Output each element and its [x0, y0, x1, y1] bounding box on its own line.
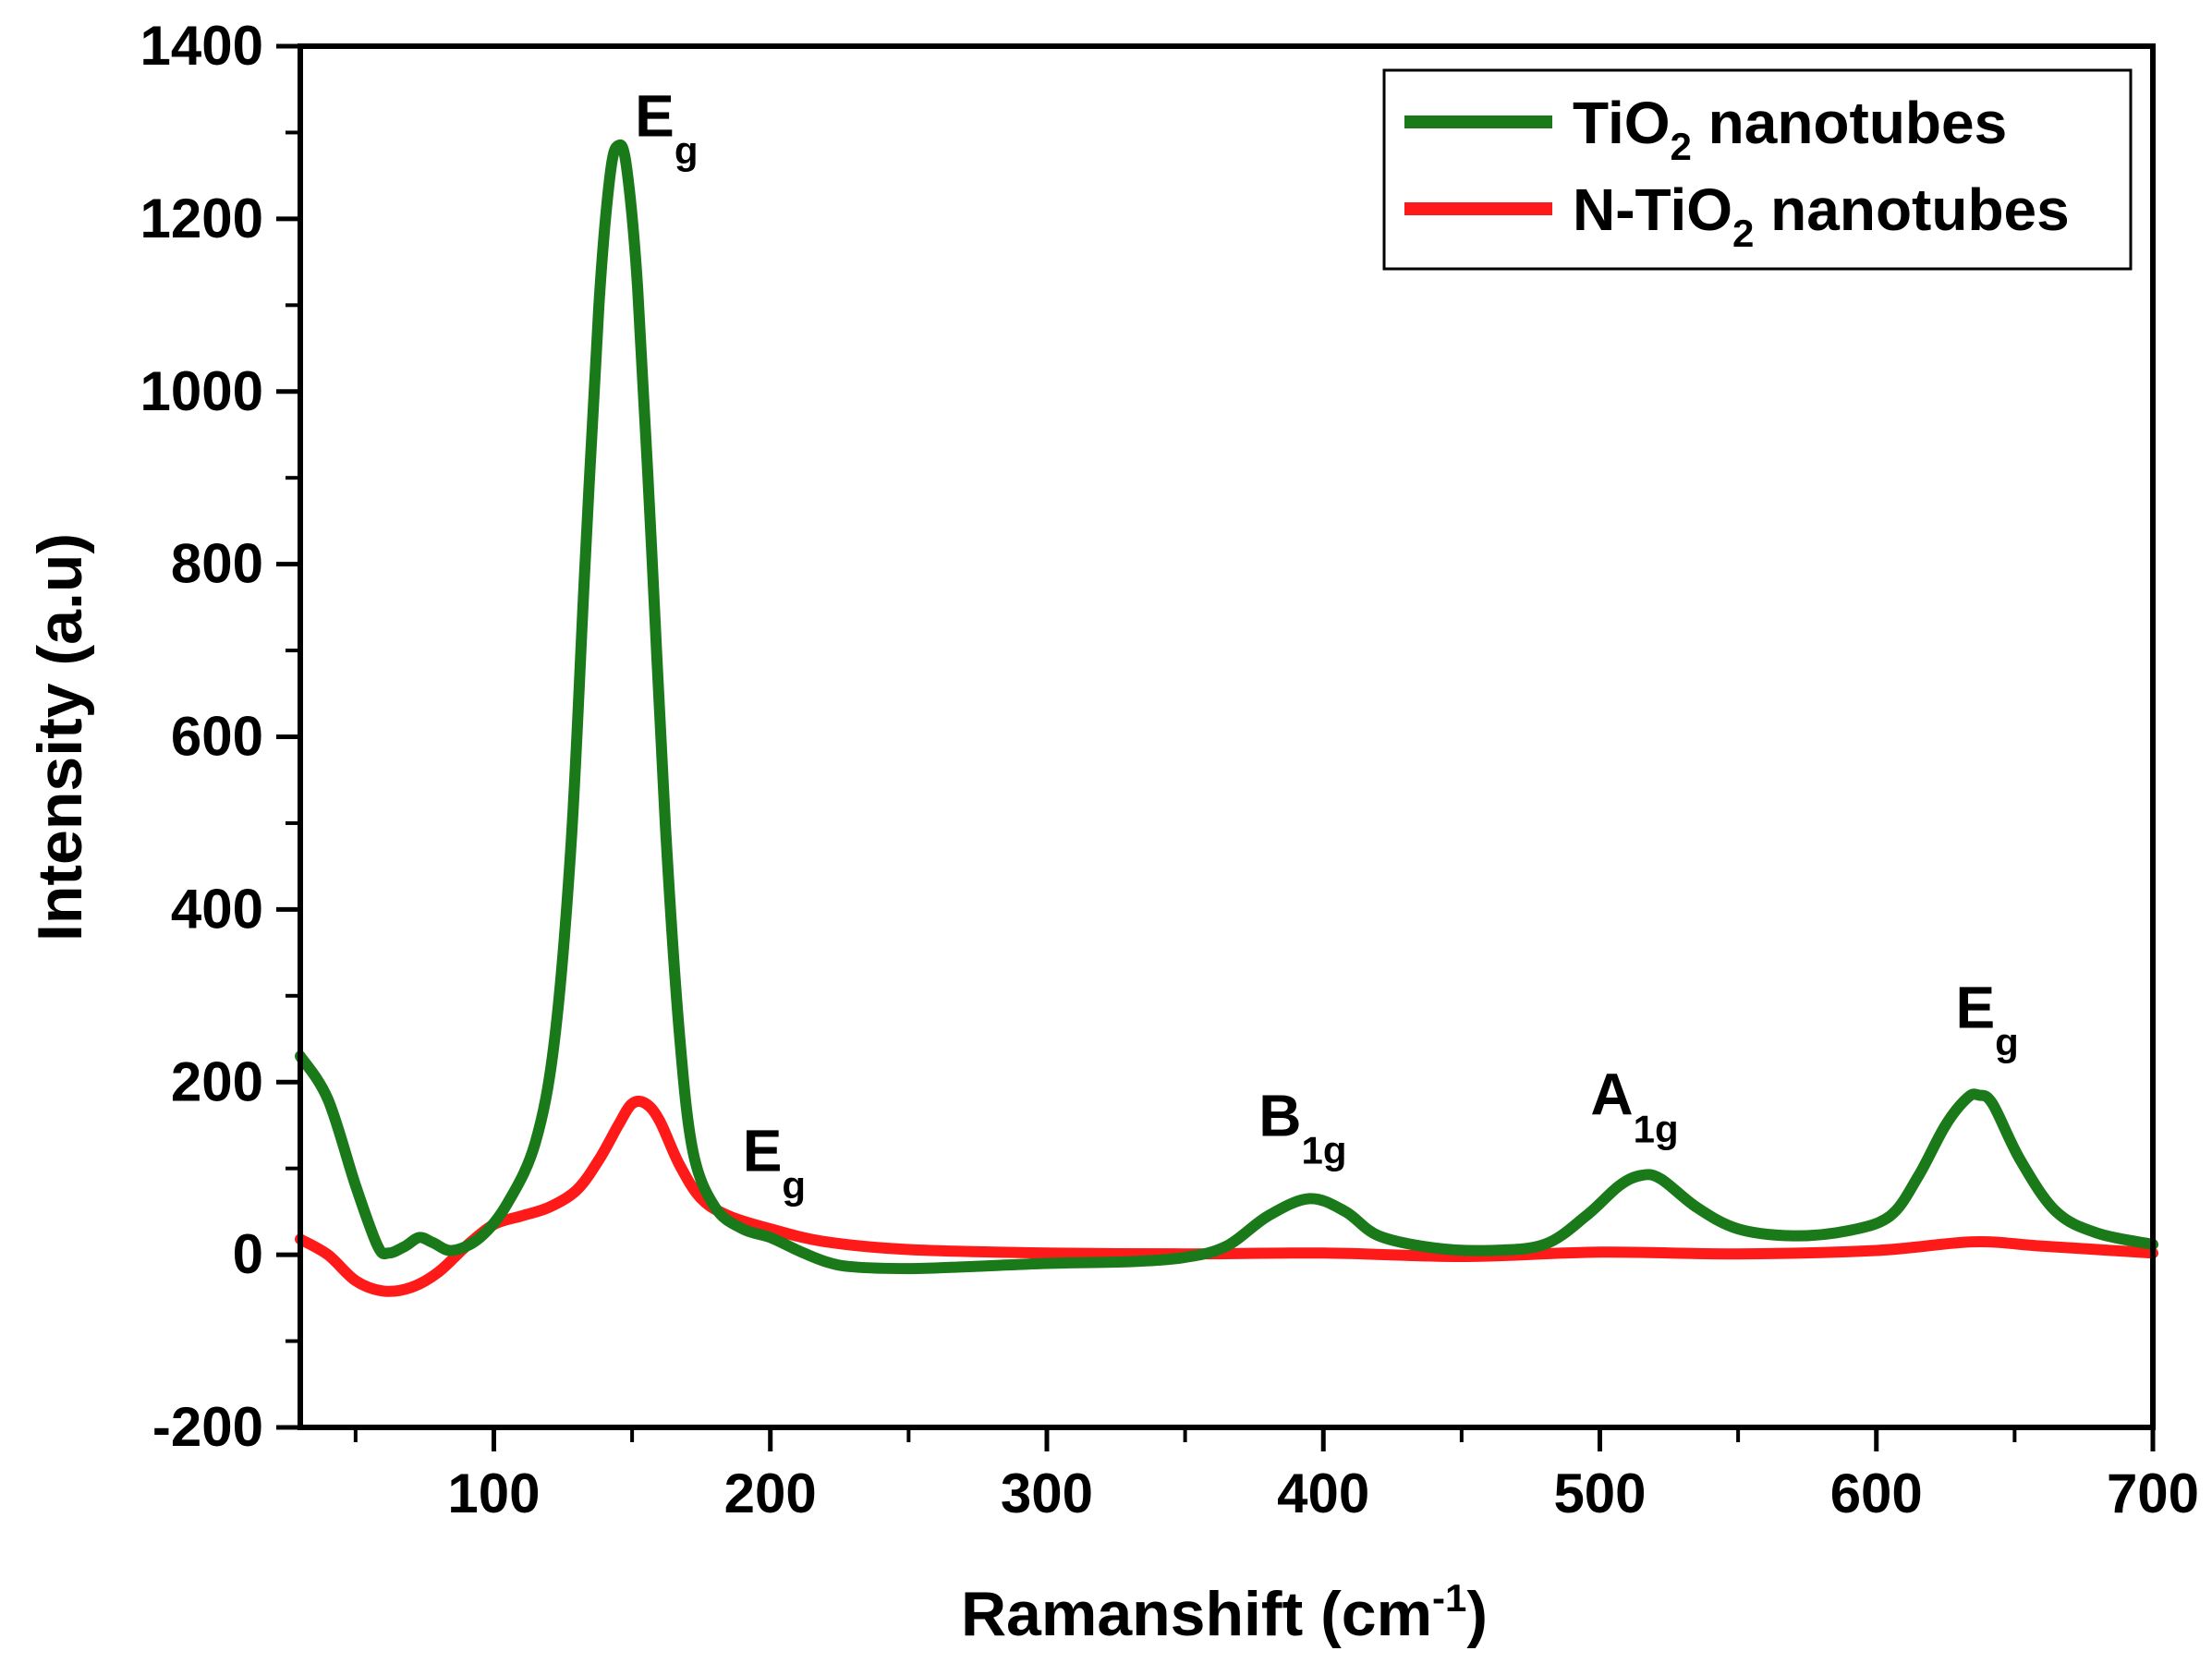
peak-label: A1g	[1590, 1061, 1678, 1150]
peak-label: Eg	[1955, 975, 2018, 1064]
y-tick-label: 0	[233, 1223, 263, 1285]
peak-label: Eg	[743, 1117, 806, 1207]
legend-label-tio2: TiO2 nanotubes	[1573, 90, 2007, 168]
y-tick-label: 1200	[140, 188, 263, 249]
y-axis-title: Intensity (a.u)	[25, 533, 95, 941]
series-line-ntio2	[295, 1095, 2158, 1297]
x-tick-label: 100	[447, 1463, 540, 1524]
y-tick-label: 200	[171, 1050, 263, 1112]
y-tick-label: 400	[171, 878, 263, 940]
series-layer	[295, 139, 2158, 1297]
legend: TiO2 nanotubes N-TiO2 nanotubes	[1382, 68, 2133, 271]
peak-label: B1g	[1258, 1083, 1346, 1172]
y-tick-label: 1400	[140, 15, 263, 77]
tick-labels: 100 200 300 400 500 600 700 -200 0 200 400 600 800 10…	[140, 15, 2200, 1524]
y-tick-label: -200	[152, 1396, 263, 1458]
x-tick-label: 400	[1277, 1463, 1369, 1524]
y-tick-label: 600	[171, 706, 263, 768]
x-tick-label: 700	[2107, 1463, 2199, 1524]
legend-box	[1382, 68, 2133, 271]
series-line-tio2	[295, 139, 2158, 1275]
x-tick-label: 300	[1001, 1463, 1093, 1524]
y-tick-label: 1000	[140, 360, 263, 422]
x-tick-label: 200	[724, 1463, 817, 1524]
plot-frame	[298, 43, 2156, 1430]
peak-label: Eg	[635, 82, 698, 172]
y-tick-label: 800	[171, 533, 263, 595]
x-axis-title: Ramanshift (cm-1)	[961, 1576, 1488, 1649]
x-tick-label: 500	[1553, 1463, 1646, 1524]
legend-label-ntio2: N-TiO2 nanotubes	[1573, 176, 2070, 255]
peak-annotations: Eg Eg B1g A1g Eg	[635, 82, 2019, 1207]
x-tick-label: 600	[1830, 1463, 1923, 1524]
